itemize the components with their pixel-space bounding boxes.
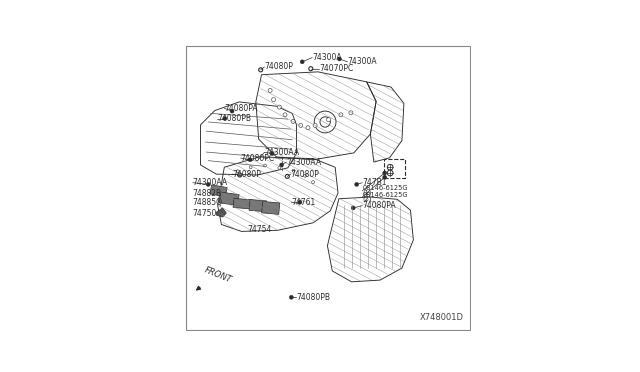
Polygon shape: [210, 185, 227, 197]
Text: 74750: 74750: [193, 209, 217, 218]
Circle shape: [289, 295, 293, 299]
Text: 74300A: 74300A: [312, 53, 342, 62]
Circle shape: [349, 111, 353, 115]
Polygon shape: [249, 199, 267, 212]
Text: 74070PC: 74070PC: [319, 64, 353, 73]
Circle shape: [238, 173, 242, 177]
Text: 74080PB: 74080PB: [217, 114, 251, 123]
Circle shape: [383, 175, 387, 179]
Text: 74080P: 74080P: [232, 170, 261, 179]
Circle shape: [387, 164, 393, 170]
Circle shape: [355, 182, 358, 186]
Circle shape: [278, 166, 281, 169]
Circle shape: [312, 181, 314, 183]
Circle shape: [291, 119, 295, 124]
Polygon shape: [220, 192, 239, 205]
Circle shape: [383, 171, 387, 175]
Circle shape: [223, 116, 227, 121]
Text: 74300AA: 74300AA: [287, 158, 321, 167]
Text: 74754: 74754: [247, 225, 271, 234]
Circle shape: [280, 163, 284, 167]
Circle shape: [326, 118, 331, 122]
Circle shape: [285, 174, 289, 179]
Text: 08146-6125G: 08146-6125G: [362, 192, 408, 198]
Circle shape: [314, 111, 336, 133]
Circle shape: [268, 89, 272, 93]
Circle shape: [299, 124, 303, 128]
Circle shape: [249, 166, 252, 169]
Polygon shape: [233, 198, 251, 209]
Circle shape: [292, 169, 295, 172]
Circle shape: [320, 117, 330, 127]
Text: 74882R: 74882R: [193, 189, 222, 198]
Circle shape: [230, 109, 234, 113]
Circle shape: [298, 200, 302, 204]
Circle shape: [339, 113, 343, 117]
Circle shape: [277, 105, 282, 109]
Polygon shape: [262, 202, 280, 214]
Text: 74080P: 74080P: [264, 62, 293, 71]
Circle shape: [259, 68, 262, 72]
Circle shape: [309, 67, 313, 71]
Text: 74080PB: 74080PB: [296, 293, 330, 302]
Circle shape: [300, 60, 304, 64]
Text: 747B1: 747B1: [362, 178, 387, 187]
Text: 74761: 74761: [291, 198, 316, 207]
Text: (2): (2): [362, 196, 372, 202]
Text: 74300AA: 74300AA: [264, 148, 300, 157]
Circle shape: [248, 158, 252, 162]
Text: (1): (1): [362, 189, 372, 196]
Circle shape: [351, 206, 355, 210]
Text: 74080PA: 74080PA: [362, 201, 396, 210]
Text: 74080PC: 74080PC: [241, 154, 275, 163]
Text: 74080PA: 74080PA: [224, 104, 258, 113]
Circle shape: [306, 126, 310, 130]
Text: X748001D: X748001D: [420, 313, 463, 322]
Polygon shape: [216, 208, 227, 217]
Circle shape: [271, 97, 276, 102]
Circle shape: [387, 170, 393, 176]
Text: 74080P: 74080P: [291, 170, 319, 179]
Circle shape: [313, 124, 317, 128]
Text: 74300A: 74300A: [348, 57, 377, 66]
Text: 74885Q: 74885Q: [193, 198, 223, 207]
Text: 08146-6125G: 08146-6125G: [362, 185, 408, 192]
Circle shape: [264, 164, 266, 167]
Circle shape: [283, 113, 287, 117]
Circle shape: [270, 151, 274, 155]
Circle shape: [303, 174, 307, 177]
Circle shape: [236, 170, 239, 173]
Circle shape: [206, 182, 211, 186]
Text: FRONT: FRONT: [204, 266, 234, 285]
Text: 74300AA: 74300AA: [193, 178, 228, 187]
Circle shape: [337, 57, 342, 61]
Bar: [384, 159, 405, 178]
